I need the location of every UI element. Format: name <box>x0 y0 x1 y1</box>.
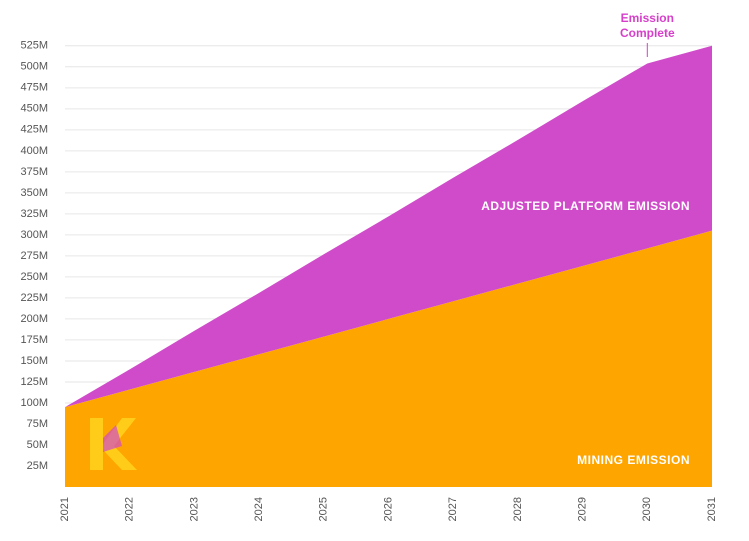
labels: 25M 50M 75M 100M 125M 150M 175M 200M 225M 250M 275… <box>20 11 717 521</box>
y-tick-label: 275M <box>20 250 48 262</box>
y-tick-label: 325M <box>20 208 48 220</box>
y-tick-label: 375M <box>20 166 48 178</box>
y-tick-label: 300M <box>20 229 48 241</box>
areas <box>65 45 712 487</box>
area <box>65 45 712 408</box>
logo-accent <box>103 425 122 452</box>
x-tick-label: 2029 <box>577 497 589 521</box>
area <box>65 230 712 487</box>
y-tick-label: 350M <box>20 187 48 199</box>
x-tick-label: 2024 <box>253 497 265 521</box>
x-tick-label: 2022 <box>124 497 136 521</box>
x-tick-label: 2028 <box>512 497 524 521</box>
annotation: Emission <box>621 11 674 25</box>
y-tick-label: 400M <box>20 145 48 157</box>
series-label: ADJUSTED PLATFORM EMISSION <box>481 199 690 213</box>
y-tick-label: 25M <box>27 460 48 472</box>
x-tick-label: 2023 <box>188 497 200 521</box>
x-tick-label: 2021 <box>59 497 71 521</box>
y-tick-label: 450M <box>20 103 48 115</box>
y-tick-label: 475M <box>20 82 48 94</box>
x-tick-label: 2025 <box>318 497 330 521</box>
annotation: Complete <box>620 26 675 40</box>
y-tick-label: 100M <box>20 397 48 409</box>
y-tick-label: 425M <box>20 124 48 136</box>
x-tick-label: 2027 <box>447 497 459 521</box>
y-tick-label: 150M <box>20 355 48 367</box>
x-tick-label: 2031 <box>706 497 718 521</box>
y-tick-label: 125M <box>20 376 48 388</box>
y-tick-label: 200M <box>20 313 48 325</box>
series-label: MINING EMISSION <box>577 453 690 467</box>
x-tick-label: 2026 <box>382 497 394 521</box>
x-tick-label: 2030 <box>641 497 653 521</box>
y-tick-label: 175M <box>20 334 48 346</box>
y-tick-label: 50M <box>27 439 48 451</box>
y-tick-label: 75M <box>27 418 48 430</box>
y-tick-label: 525M <box>20 40 48 52</box>
y-tick-label: 500M <box>20 61 48 73</box>
y-tick-label: 225M <box>20 292 48 304</box>
y-tick-label: 250M <box>20 271 48 283</box>
